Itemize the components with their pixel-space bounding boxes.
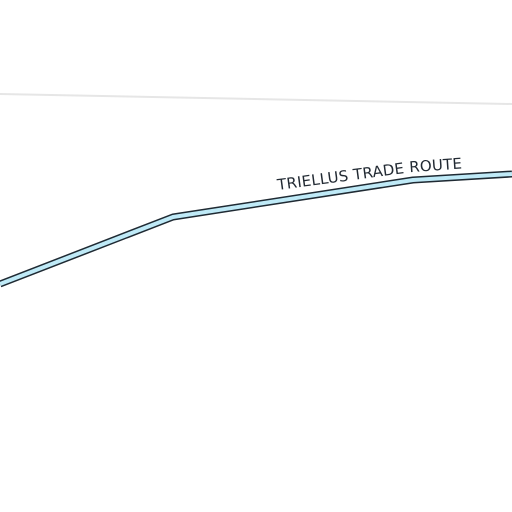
- boundary-line: [0, 93, 512, 105]
- trade-route-casing: [0, 170, 512, 288]
- trade-route-line[interactable]: [0, 172, 512, 286]
